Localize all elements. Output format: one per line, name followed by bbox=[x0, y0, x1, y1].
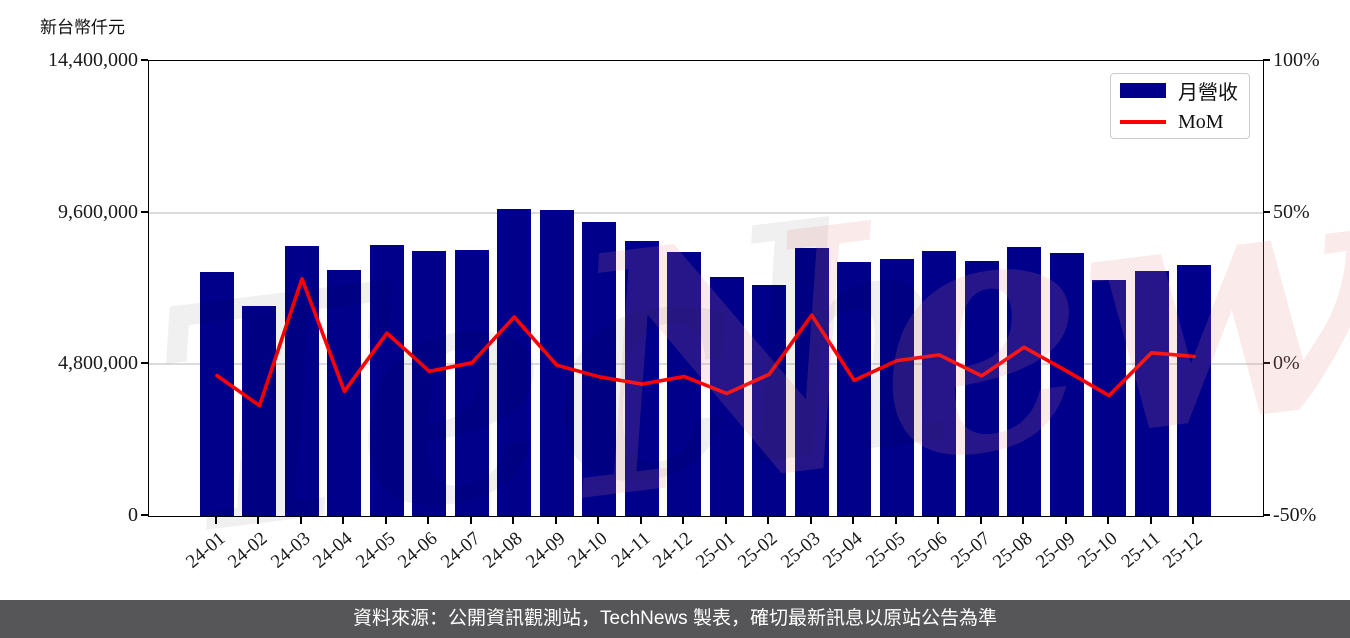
x-tick bbox=[639, 517, 642, 524]
revenue-bar-24-10 bbox=[582, 222, 617, 516]
y-left-tick-label: 0 bbox=[128, 504, 138, 526]
x-tick bbox=[937, 517, 940, 524]
x-tick bbox=[767, 517, 770, 524]
revenue-bar-25-01 bbox=[709, 277, 744, 516]
revenue-bar-24-03 bbox=[284, 246, 319, 516]
x-tick bbox=[469, 517, 472, 524]
legend-bar-label: 月營收 bbox=[1178, 81, 1238, 104]
y-left-tick-label: 14,400,000 bbox=[48, 49, 138, 71]
x-tick bbox=[257, 517, 260, 524]
x-tick bbox=[554, 517, 557, 524]
revenue-bar-25-07 bbox=[964, 261, 999, 516]
revenue-bar-24-05 bbox=[369, 244, 404, 516]
revenue-bar-25-06 bbox=[922, 251, 957, 516]
y-left-tick bbox=[141, 210, 148, 213]
y-left-tick-label: 9,600,000 bbox=[58, 200, 138, 223]
gridline bbox=[149, 363, 1263, 366]
revenue-bar-25-04 bbox=[837, 262, 872, 516]
source-footer: 資料來源：公開資訊觀測站，TechNews 製表，確切最新訊息以原站公告為準 bbox=[0, 600, 1350, 638]
x-tick bbox=[852, 517, 855, 524]
revenue-bar-25-11 bbox=[1134, 271, 1169, 516]
y-left-tick bbox=[141, 59, 148, 61]
x-tick bbox=[682, 517, 685, 524]
y-right-tick bbox=[1263, 59, 1270, 61]
y-right-tick-label: 0% bbox=[1273, 352, 1300, 375]
x-tick bbox=[384, 517, 387, 524]
legend-box: 月營收 MoM bbox=[1110, 73, 1250, 139]
y-right-tick-label: 100% bbox=[1273, 49, 1320, 71]
y-right-tick bbox=[1263, 514, 1270, 516]
revenue-bar-25-02 bbox=[752, 285, 787, 516]
legend-row-revenue: 月營收 bbox=[1111, 74, 1249, 106]
x-tick bbox=[979, 517, 982, 524]
revenue-bar-25-03 bbox=[794, 248, 829, 516]
revenue-bar-25-08 bbox=[1007, 247, 1042, 516]
y-left-tick-label: 4,800,000 bbox=[58, 352, 138, 375]
gridline bbox=[149, 211, 1263, 214]
x-tick bbox=[299, 517, 302, 524]
mom-line bbox=[215, 277, 1196, 408]
x-tick bbox=[1064, 517, 1067, 524]
y-right-tick bbox=[1263, 362, 1270, 365]
legend-line-swatch bbox=[1120, 120, 1166, 124]
x-tick bbox=[342, 517, 345, 524]
revenue-bar-25-12 bbox=[1177, 265, 1211, 516]
revenue-bar-24-08 bbox=[497, 208, 532, 516]
x-tick bbox=[215, 517, 217, 524]
revenue-bar-25-09 bbox=[1049, 253, 1084, 516]
revenue-bar-24-12 bbox=[667, 252, 702, 516]
x-tick bbox=[894, 517, 897, 524]
x-tick bbox=[1022, 517, 1025, 524]
revenue-bar-24-02 bbox=[242, 305, 277, 516]
y-axis-unit-label: 新台幣仟元 bbox=[40, 18, 125, 37]
y-left-tick bbox=[141, 514, 148, 516]
revenue-bar-24-01 bbox=[200, 272, 234, 516]
x-tick bbox=[1149, 517, 1152, 524]
y-right-tick-label: 50% bbox=[1273, 200, 1310, 223]
y-left-tick bbox=[141, 362, 148, 365]
plot-area bbox=[148, 60, 1264, 517]
x-tick bbox=[809, 517, 812, 524]
y-right-tick bbox=[1263, 210, 1270, 213]
revenue-bar-25-05 bbox=[879, 259, 914, 516]
legend-row-mom: MoM bbox=[1111, 106, 1249, 138]
legend-line-label: MoM bbox=[1178, 110, 1224, 133]
revenue-bar-24-06 bbox=[412, 251, 447, 516]
legend-bar-swatch bbox=[1120, 82, 1166, 98]
revenue-bar-24-11 bbox=[624, 241, 659, 516]
x-tick bbox=[724, 517, 727, 524]
x-tick bbox=[427, 517, 430, 524]
x-tick bbox=[1107, 517, 1110, 524]
revenue-bar-25-10 bbox=[1092, 280, 1127, 516]
x-tick bbox=[1192, 517, 1194, 524]
revenue-bar-24-07 bbox=[454, 249, 489, 516]
y-right-tick-label: -50% bbox=[1273, 504, 1317, 526]
x-tick bbox=[512, 517, 515, 524]
x-tick bbox=[597, 517, 600, 524]
